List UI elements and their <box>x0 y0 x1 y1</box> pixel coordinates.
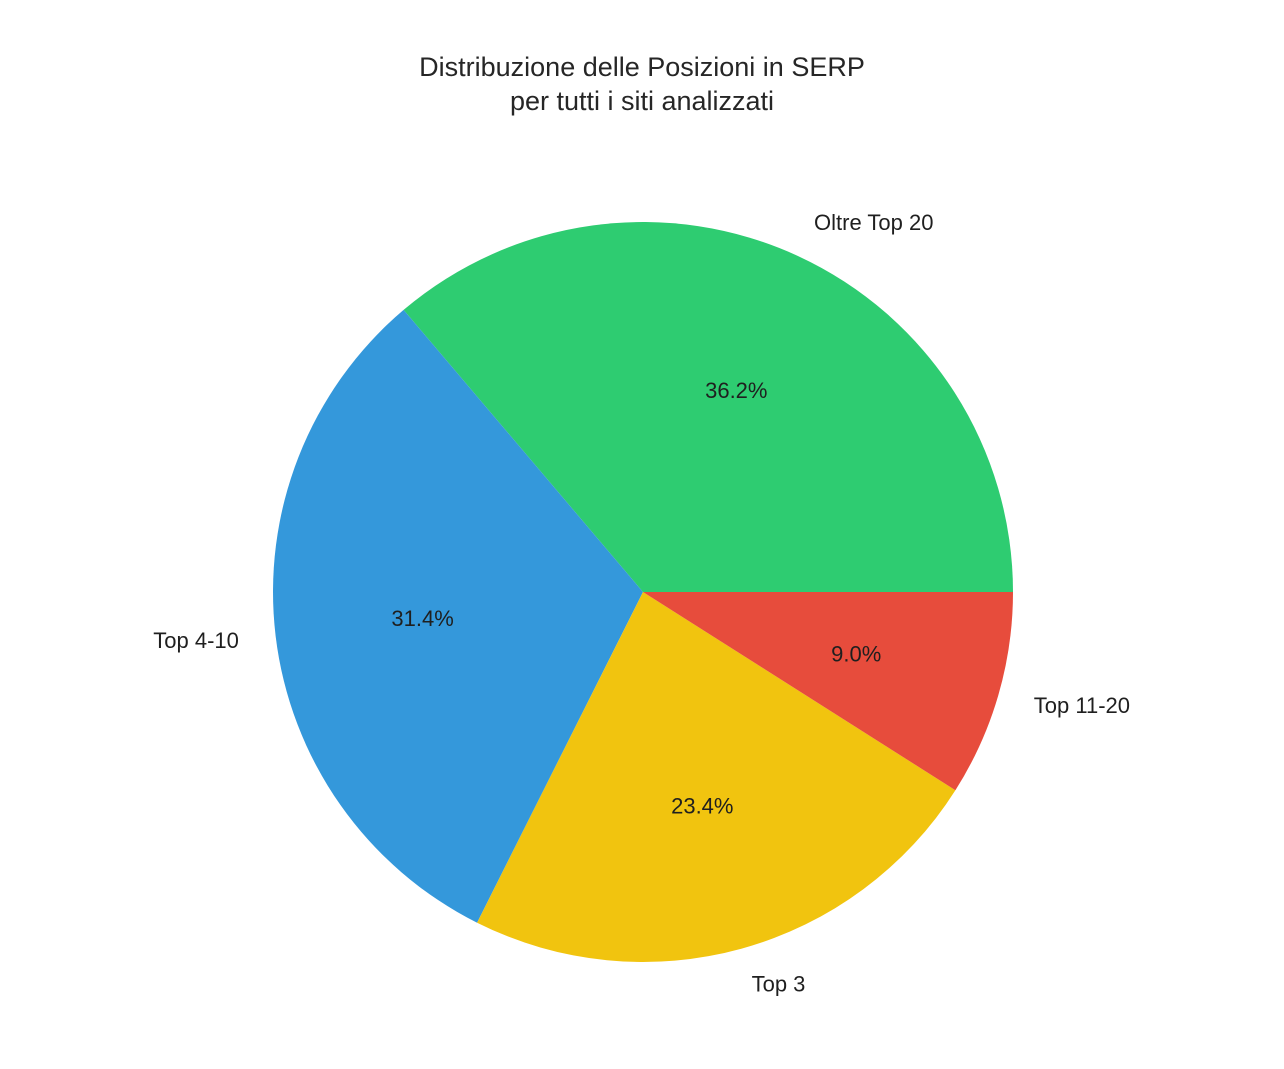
slice-pct-label-oltre-top-20: 36.2% <box>705 378 767 403</box>
pie-slice-top-4-10 <box>273 309 643 923</box>
slice-pct-label-top-11-20: 9.0% <box>831 641 881 666</box>
pie-slice-oltre-top-20 <box>403 222 1014 593</box>
chart-title-line1: Distribuzione delle Posizioni in SERP <box>419 52 865 82</box>
slice-label-top-4-10: Top 4-10 <box>153 628 239 653</box>
pie-slice-top-3 <box>477 592 956 962</box>
slice-label-oltre-top-20: Oltre Top 20 <box>814 210 933 235</box>
chart-title: Distribuzione delle Posizioni in SERP pe… <box>0 50 1284 118</box>
slice-label-top-11-20: Top 11-20 <box>1034 693 1130 718</box>
chart-title-line2: per tutti i siti analizzati <box>509 86 775 116</box>
pie-slice-top-11-20 <box>643 592 1013 791</box>
slice-label-top-3: Top 3 <box>752 972 806 997</box>
slice-pct-label-top-4-10: 31.4% <box>391 606 453 631</box>
slice-pct-label-top-3: 23.4% <box>671 793 733 818</box>
